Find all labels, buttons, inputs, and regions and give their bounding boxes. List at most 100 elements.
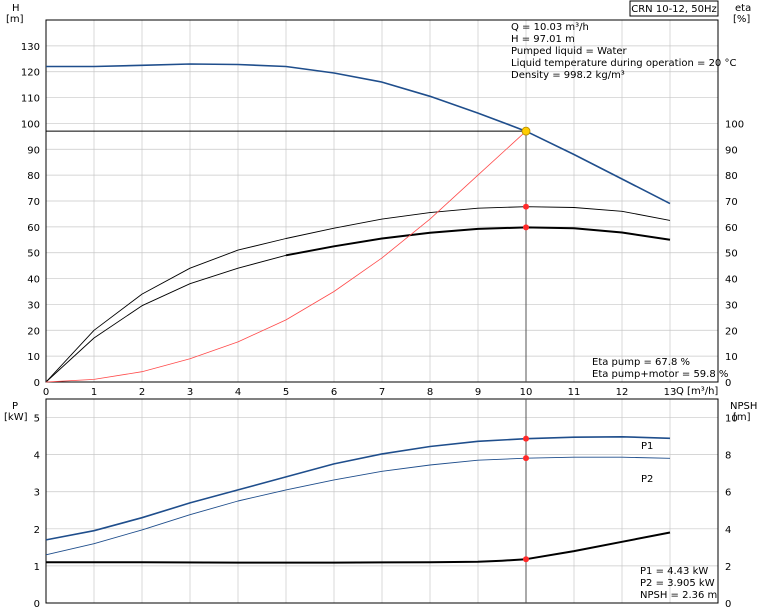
eta-info: Eta pump = 67.8 % Eta pump+motor = 59.8 … xyxy=(592,357,728,380)
x-tick-label: 8 xyxy=(427,387,433,398)
x-tick-label: 5 xyxy=(283,387,289,398)
y-left-tick-label: 90 xyxy=(27,145,40,156)
p-axis-label-top: P xyxy=(12,401,18,412)
power-line: P2 = 3.905 kW xyxy=(640,578,715,589)
bottom-series xyxy=(45,399,671,603)
y-left-tick-label: 130 xyxy=(21,42,40,53)
power-line: P1 = 4.43 kW xyxy=(640,566,708,577)
curve-point-marker xyxy=(523,556,529,563)
y-right-tick-label: 30 xyxy=(725,300,738,311)
npsh-axis-label-top: NPSH xyxy=(730,401,757,412)
y-left-tick-label: 40 xyxy=(27,275,40,286)
y-right-tick-label: 90 xyxy=(725,145,738,156)
y-left-label-top: H xyxy=(12,3,20,14)
y-right-tick-label: 4 xyxy=(725,525,731,536)
x-tick-label: 11 xyxy=(568,387,581,398)
y-right-tick-label: 0 xyxy=(725,599,731,610)
x-tick-label: 1 xyxy=(91,387,97,398)
info-line: Liquid temperature during operation = 20… xyxy=(511,58,736,69)
x-tick-label: 7 xyxy=(379,387,385,398)
series-line-p2 xyxy=(45,456,671,556)
y-right-tick-label: 2 xyxy=(725,562,731,573)
curve-point-marker xyxy=(523,435,529,442)
bottom-panel: 0 1 2 3 4 5 0 2 4 6 8 10 P [kW] NPSH [m] P1 P2 P1 =… xyxy=(4,398,757,610)
operating-info: Q = 10.03 m³/h H = 97.01 m Pumped liquid… xyxy=(511,22,736,81)
y-right-label-unit: [%] xyxy=(733,14,750,25)
y-left-tick-label: 5 xyxy=(34,414,40,425)
info-line: Q = 10.03 m³/h xyxy=(511,22,589,33)
power-info: P1 = 4.43 kW P2 = 3.905 kW NPSH = 2.36 m xyxy=(640,566,717,601)
chart-title: CRN 10-12, 50Hz xyxy=(631,4,717,15)
y-right-tick-label: 100 xyxy=(725,119,744,130)
top-panel: 0 1 2 3 4 5 6 7 8 9 10 11 12 130102030405060708090100… xyxy=(6,3,751,398)
y-left-tick-label: 20 xyxy=(27,326,40,337)
y-right-tick-label: 80 xyxy=(725,171,738,182)
p2-series-label: P2 xyxy=(641,474,653,485)
y-left-tick-label: 30 xyxy=(27,300,40,311)
info-line: Pumped liquid = Water xyxy=(511,46,628,57)
y-left-tick-label: 10 xyxy=(27,352,40,363)
series-line-npsh xyxy=(46,531,671,564)
series-line-eta_inner xyxy=(45,254,287,383)
y-right-tick-label: 20 xyxy=(725,326,738,337)
series-line-head xyxy=(46,63,671,205)
y-right-tick-label: 50 xyxy=(725,249,738,260)
bottom-frame xyxy=(45,398,719,604)
power-line: NPSH = 2.36 m xyxy=(640,590,717,601)
y-left-tick-label: 0 xyxy=(34,378,40,389)
top-frame xyxy=(45,19,719,383)
x-tick-label: 13 xyxy=(664,387,677,398)
y-left-tick-label: 100 xyxy=(21,119,40,130)
y-left-tick-label: 70 xyxy=(27,197,40,208)
y-left-tick-label: 50 xyxy=(27,249,40,260)
y-left-tick-label: 3 xyxy=(34,488,40,499)
y-left-tick-label: 1 xyxy=(34,562,40,573)
x-tick-label: 12 xyxy=(616,387,629,398)
top-series xyxy=(45,63,671,383)
bottom-ticks: 0 1 2 3 4 5 0 2 4 6 8 10 xyxy=(34,414,738,610)
p1-series-label: P1 xyxy=(641,441,653,452)
curve-point-marker xyxy=(523,455,529,462)
npsh-axis-label-unit: [m] xyxy=(733,412,751,423)
y-left-tick-label: 110 xyxy=(21,94,40,105)
info-line: Density = 998.2 kg/m³ xyxy=(511,70,625,81)
x-tick-label: 10 xyxy=(520,387,533,398)
eta-line: Eta pump = 67.8 % xyxy=(592,357,690,368)
x-tick-label: 4 xyxy=(235,387,241,398)
y-right-tick-label: 70 xyxy=(725,197,738,208)
curve-point-marker xyxy=(523,203,529,210)
y-right-tick-label: 40 xyxy=(725,275,738,286)
x-axis-label: Q [m³/h] xyxy=(676,386,718,397)
y-right-tick-label: 8 xyxy=(725,451,731,462)
x-tick-label: 6 xyxy=(331,387,337,398)
y-right-tick-label: 0 xyxy=(725,378,731,389)
eta-line: Eta pump+motor = 59.8 % xyxy=(592,369,728,380)
x-tick-label: 2 xyxy=(139,387,145,398)
y-right-tick-label: 10 xyxy=(725,352,738,363)
operating-point-marker xyxy=(521,126,531,136)
y-left-tick-label: 80 xyxy=(27,171,40,182)
x-tick-label: 0 xyxy=(43,387,49,398)
info-line: H = 97.01 m xyxy=(511,34,575,45)
y-right-tick-label: 60 xyxy=(725,223,738,234)
series-line-p1 xyxy=(45,435,671,541)
series-line-eta_inner_bold xyxy=(285,226,671,257)
series-line-eta_outer xyxy=(45,206,671,383)
y-left-tick-label: 0 xyxy=(34,599,40,610)
y-left-tick-label: 120 xyxy=(21,68,40,79)
top-markers xyxy=(521,126,531,231)
y-right-tick-label: 6 xyxy=(725,488,731,499)
curve-point-marker xyxy=(523,224,529,231)
y-left-tick-label: 60 xyxy=(27,223,40,234)
y-right-label-top: eta xyxy=(735,3,751,14)
bottom-grid xyxy=(46,399,718,603)
y-right-tick-label: 10 xyxy=(725,414,738,425)
y-left-tick-label: 4 xyxy=(34,451,40,462)
bottom-markers xyxy=(523,435,529,563)
x-tick-label: 9 xyxy=(475,387,481,398)
x-tick-label: 3 xyxy=(187,387,193,398)
p-axis-label-unit: [kW] xyxy=(4,412,28,423)
y-left-tick-label: 2 xyxy=(34,525,40,536)
y-left-label-unit: [m] xyxy=(6,14,24,25)
